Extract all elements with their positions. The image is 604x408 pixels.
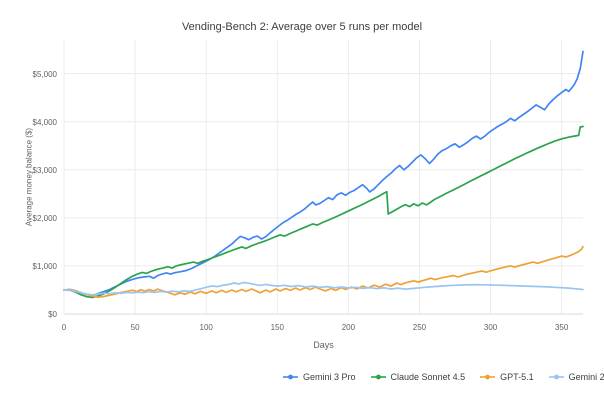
x-tick-label: 250: [412, 323, 427, 332]
chart-legend: Gemini 3 Pro Claude Sonnet 4.5 GPT-5.1 Gemi…: [283, 372, 604, 382]
legend-marker-icon: [370, 374, 386, 380]
legend-marker-icon: [283, 374, 298, 380]
legend-label: Gemini 3 Pro: [303, 372, 356, 382]
y-tick-label: $2,000: [32, 213, 57, 223]
chart-title: Vending-Bench 2: Average over 5 runs per…: [181, 21, 423, 33]
legend-marker-icon: [480, 374, 496, 380]
legend-label: GPT-5.1: [500, 372, 534, 382]
x-tick-label: 50: [130, 323, 140, 332]
y-tick-label: $1,000: [32, 261, 57, 271]
legend-item-gemini-2-5-pro[interactable]: Gemini 2.5 Pro: [548, 372, 604, 382]
x-tick-label: 200: [341, 323, 356, 332]
legend-item-gemini-3-pro[interactable]: Gemini 3 Pro: [283, 372, 356, 382]
legend-label: Claude Sonnet 4.5: [390, 372, 466, 382]
legend-label: Gemini 2.5 Pro: [568, 372, 604, 382]
x-tick-label: 350: [554, 323, 569, 332]
legend-item-gpt-5-1[interactable]: GPT-5.1: [480, 372, 534, 382]
y-tick-label: $0: [48, 310, 57, 319]
legend-marker-icon: [548, 374, 564, 380]
x-tick-label: 0: [61, 323, 67, 332]
y-tick-label: $4,000: [32, 117, 57, 127]
y-tick-label: $5,000: [32, 69, 57, 79]
x-tick-label: 150: [270, 323, 284, 332]
y-tick-label: $3,000: [32, 165, 57, 175]
x-tick-label: 100: [199, 323, 213, 332]
x-axis-title: Days: [313, 340, 334, 350]
series-line-gemini-3-pro: [63, 50, 584, 297]
y-axis-title: Average money balance ($): [24, 127, 34, 227]
x-tick-label: 300: [483, 323, 498, 332]
series-line-claude-sonnet-4-5: [63, 125, 584, 299]
legend-item-claude-sonnet-4-5[interactable]: Claude Sonnet 4.5: [370, 372, 466, 382]
series-line-gemini-2-5-pro: [63, 281, 584, 296]
